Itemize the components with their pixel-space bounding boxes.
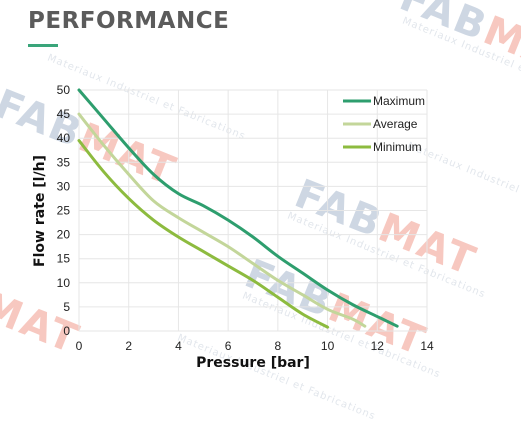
x-tick-label: 0	[76, 339, 83, 353]
y-axis-label: Flow rate [l/h]	[32, 155, 48, 267]
x-tick-label: 8	[275, 339, 282, 353]
y-tick-label: 45	[57, 107, 71, 121]
y-tick-label: 5	[63, 300, 70, 314]
y-tick-label: 0	[63, 324, 70, 338]
x-tick-label: 6	[225, 339, 232, 353]
series-line-maximum	[77, 88, 399, 328]
series-lines	[77, 88, 399, 329]
page-title: PERFORMANCE	[28, 8, 230, 34]
grid-lines	[78, 89, 428, 332]
series-line-minimum	[77, 139, 330, 329]
legend-label-average: Average	[373, 117, 418, 131]
x-tick-label: 2	[125, 339, 132, 353]
legend-label-maximum: Maximum	[373, 94, 425, 108]
x-tick-label: 14	[420, 339, 434, 353]
y-tick-label: 30	[57, 179, 71, 193]
x-tick-label: 4	[175, 339, 182, 353]
legend: Maximum Average Minimum	[343, 94, 425, 154]
x-tick-label: 12	[371, 339, 385, 353]
y-tick-label: 50	[57, 83, 71, 97]
y-tick-label: 35	[57, 155, 71, 169]
y-tick-label: 25	[57, 204, 71, 218]
y-tick-label: 10	[57, 276, 71, 290]
y-tick-label: 15	[57, 252, 71, 266]
y-tick-label: 20	[57, 228, 71, 242]
x-axis-label: Pressure [bar]	[196, 355, 310, 371]
y-tick-label: 40	[57, 131, 71, 145]
legend-label-minimum: Minimum	[373, 140, 422, 154]
tick-labels: 0 5 10 15 20 25 30 35 40 45 50 0 2 4 6 8 10 12 14	[57, 83, 434, 353]
x-tick-label: 10	[321, 339, 335, 353]
performance-chart: 0 5 10 15 20 25 30 35 40 45 50 0 2 4 6 8 10 12 14 Maximum A…	[32, 83, 434, 371]
series-line-average	[77, 112, 367, 328]
title-underline	[28, 44, 58, 47]
